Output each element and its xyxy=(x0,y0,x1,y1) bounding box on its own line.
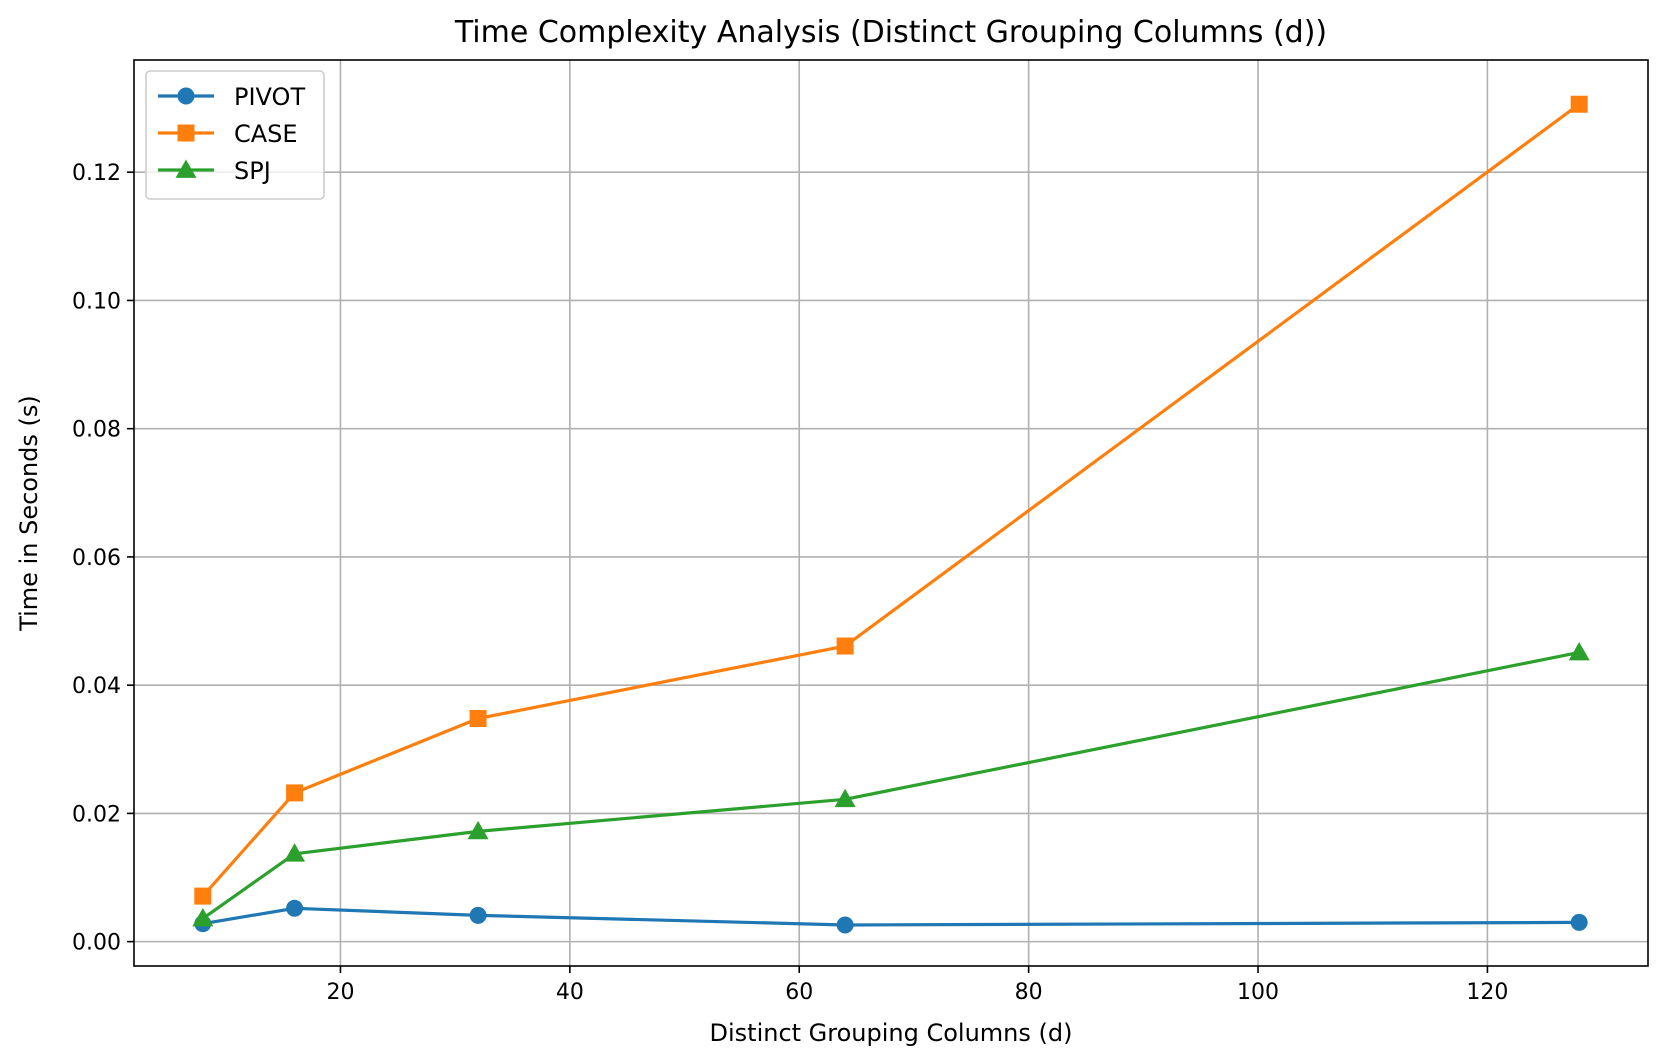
y-tick-label: 0.12 xyxy=(72,161,121,186)
chart-title: Time Complexity Analysis (Distinct Group… xyxy=(454,15,1327,50)
legend-item-spj: SPJ xyxy=(158,157,271,185)
x-tick-label: 80 xyxy=(1015,980,1043,1005)
series-pivot xyxy=(194,899,1588,934)
legend-marker xyxy=(177,87,195,105)
case-point xyxy=(286,784,304,802)
case-point xyxy=(1570,95,1588,113)
spj-point xyxy=(467,820,489,840)
x-axis: 20 40 60 80 100 120 xyxy=(326,966,1508,1005)
x-tick-label: 40 xyxy=(556,980,584,1005)
y-tick-label: 0.00 xyxy=(72,931,121,956)
legend-label: SPJ xyxy=(234,157,271,185)
spj-point xyxy=(1568,641,1590,661)
x-tick-label: 120 xyxy=(1466,980,1508,1005)
series-case xyxy=(194,95,1588,905)
grid xyxy=(134,60,1648,966)
legend-label: PIVOT xyxy=(234,83,305,111)
legend-label: CASE xyxy=(234,120,298,148)
y-tick-label: 0.06 xyxy=(72,546,121,571)
series-lines xyxy=(192,95,1590,934)
legend-item-pivot: PIVOT xyxy=(158,83,305,111)
y-tick-label: 0.08 xyxy=(72,418,121,443)
case-point xyxy=(194,887,212,905)
x-tick-label: 100 xyxy=(1237,980,1279,1005)
x-axis-label: Distinct Grouping Columns (d) xyxy=(710,1019,1073,1047)
pivot-line xyxy=(202,906,1580,927)
spj-point xyxy=(192,908,214,927)
x-tick-label: 20 xyxy=(326,980,354,1005)
legend-marker xyxy=(177,124,195,142)
case-line xyxy=(201,102,1581,898)
plot-frame xyxy=(133,59,1649,967)
y-tick-label: 0.04 xyxy=(72,674,121,699)
y-axis-label: Time in Seconds (s) xyxy=(15,395,43,632)
x-tick-label: 60 xyxy=(785,980,813,1005)
y-tick-label: 0.10 xyxy=(72,289,121,314)
spj-point xyxy=(834,788,856,808)
pivot-point xyxy=(1570,913,1588,931)
case-point xyxy=(469,710,487,728)
pivot-point xyxy=(286,899,304,917)
case-point xyxy=(836,637,854,655)
pivot-point xyxy=(469,906,487,924)
spj-line xyxy=(201,650,1580,920)
y-tick-label: 0.02 xyxy=(72,802,121,827)
legend-marker xyxy=(175,159,197,178)
pivot-point xyxy=(836,916,854,934)
spj-point xyxy=(284,843,306,862)
y-axis: 0.00 0.02 0.04 0.06 0.08 0.10 0.12 xyxy=(72,161,134,956)
series-spj xyxy=(192,641,1590,927)
legend-item-case: CASE xyxy=(158,120,298,148)
legend: PIVOT CASE SPJ xyxy=(145,70,325,200)
